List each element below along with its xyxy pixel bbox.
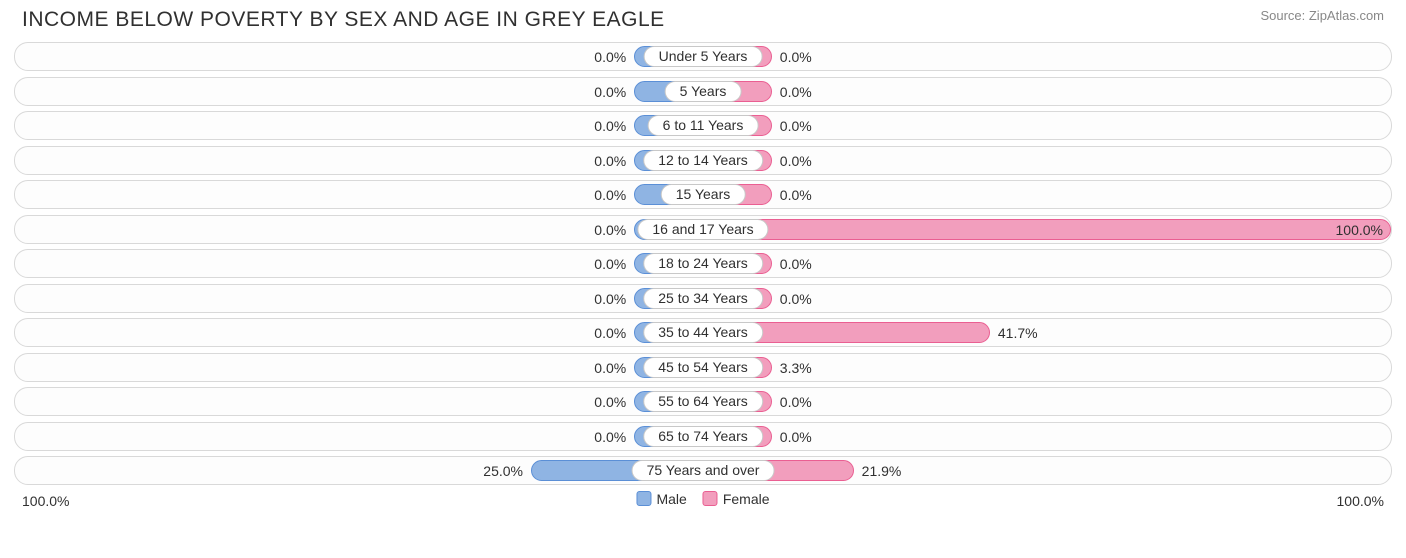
male-value-label: 0.0%	[594, 216, 626, 245]
bar-row: 45 to 54 Years 0.0% 3.3%	[14, 353, 1392, 382]
bar-row: 35 to 44 Years 0.0% 41.7%	[14, 318, 1392, 347]
male-value-label: 25.0%	[483, 457, 523, 486]
female-value-label: 0.0%	[780, 250, 812, 279]
male-swatch-icon	[636, 491, 651, 506]
male-value-label: 0.0%	[594, 181, 626, 210]
legend-female: Female	[703, 491, 770, 507]
female-value-label: 100.0%	[1336, 216, 1383, 245]
category-label: 45 to 54 Years	[643, 357, 763, 378]
male-value-label: 0.0%	[594, 147, 626, 176]
female-value-label: 0.0%	[780, 112, 812, 141]
male-value-label: 0.0%	[594, 354, 626, 383]
category-label: 12 to 14 Years	[643, 150, 763, 171]
category-label: 55 to 64 Years	[643, 391, 763, 412]
chart-body: Under 5 Years0.0%0.0%5 Years0.0%0.0%6 to…	[0, 36, 1406, 485]
female-value-label: 0.0%	[780, 388, 812, 417]
male-value-label: 0.0%	[594, 423, 626, 452]
female-value-label: 0.0%	[780, 147, 812, 176]
male-value-label: 0.0%	[594, 43, 626, 72]
female-value-label: 0.0%	[780, 423, 812, 452]
male-value-label: 0.0%	[594, 112, 626, 141]
bar-row: 25 to 34 Years 0.0% 0.0%	[14, 284, 1392, 313]
bar-row: 55 to 64 Years 0.0% 0.0%	[14, 387, 1392, 416]
legend: Male Female	[636, 491, 769, 507]
female-value-label: 3.3%	[780, 354, 812, 383]
category-label: 25 to 34 Years	[643, 288, 763, 309]
category-label: 16 and 17 Years	[637, 219, 768, 240]
female-value-label: 0.0%	[780, 285, 812, 314]
female-value-label: 41.7%	[998, 319, 1038, 348]
category-label: 15 Years	[661, 184, 746, 205]
male-value-label: 0.0%	[594, 78, 626, 107]
female-value-label: 0.0%	[780, 43, 812, 72]
female-value-label: 0.0%	[780, 78, 812, 107]
legend-female-label: Female	[723, 491, 770, 507]
bar-row: Under 5 Years 0.0% 0.0%	[14, 42, 1392, 71]
category-label: Under 5 Years	[644, 46, 763, 67]
bar-row: 65 to 74 Years 0.0% 0.0%	[14, 422, 1392, 451]
source-attribution: Source: ZipAtlas.com	[1260, 8, 1384, 23]
legend-male: Male	[636, 491, 686, 507]
bar-row: 15 Years 0.0% 0.0%	[14, 180, 1392, 209]
axis-right-label: 100.0%	[1337, 493, 1384, 509]
female-bar	[703, 219, 1391, 240]
category-label: 18 to 24 Years	[643, 253, 763, 274]
category-label: 65 to 74 Years	[643, 426, 763, 447]
female-value-label: 21.9%	[862, 457, 902, 486]
category-label: 35 to 44 Years	[643, 322, 763, 343]
bar-row: 75 Years and over 25.0% 21.9%	[14, 456, 1392, 485]
male-value-label: 0.0%	[594, 285, 626, 314]
category-label: 6 to 11 Years	[648, 115, 759, 136]
category-label: 5 Years	[665, 81, 742, 102]
female-value-label: 0.0%	[780, 181, 812, 210]
bar-row: 16 and 17 Years 0.0% 100.0%	[14, 215, 1392, 244]
category-label: 75 Years and over	[632, 460, 775, 481]
bar-row: 5 Years 0.0% 0.0%	[14, 77, 1392, 106]
male-value-label: 0.0%	[594, 250, 626, 279]
bar-row: 6 to 11 Years 0.0% 0.0%	[14, 111, 1392, 140]
axis-left-label: 100.0%	[22, 493, 69, 509]
bar-row: 12 to 14 Years 0.0% 0.0%	[14, 146, 1392, 175]
chart-title: INCOME BELOW POVERTY BY SEX AND AGE IN G…	[22, 8, 665, 32]
female-swatch-icon	[703, 491, 718, 506]
legend-male-label: Male	[656, 491, 686, 507]
male-value-label: 0.0%	[594, 319, 626, 348]
bar-row: 18 to 24 Years 0.0% 0.0%	[14, 249, 1392, 278]
male-value-label: 0.0%	[594, 388, 626, 417]
